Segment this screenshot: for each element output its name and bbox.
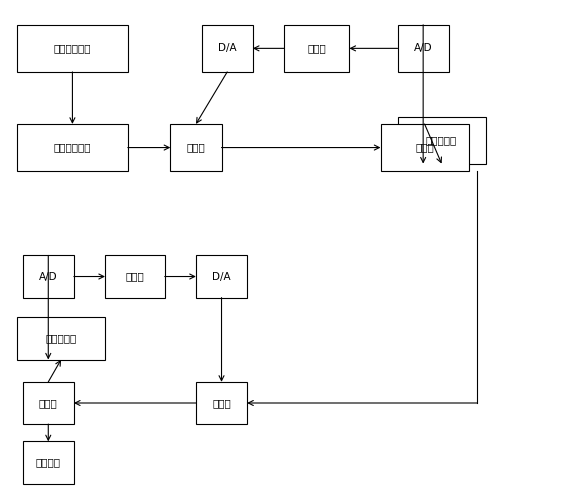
Bar bbox=[398, 25, 449, 72]
Bar bbox=[196, 382, 247, 424]
Text: 实验设备: 实验设备 bbox=[36, 457, 61, 468]
Bar bbox=[17, 124, 128, 171]
Text: A/D: A/D bbox=[39, 271, 57, 282]
Text: 伺服泵: 伺服泵 bbox=[212, 398, 231, 408]
Bar bbox=[284, 25, 349, 72]
Text: 计算机: 计算机 bbox=[126, 271, 144, 282]
Bar bbox=[105, 255, 165, 298]
Bar bbox=[17, 317, 105, 360]
Text: 压力传感器: 压力传感器 bbox=[45, 333, 77, 344]
Text: 储气罐: 储气罐 bbox=[39, 398, 58, 408]
Bar bbox=[23, 441, 74, 484]
Text: D/A: D/A bbox=[218, 43, 236, 54]
Text: A/D: A/D bbox=[414, 43, 432, 54]
Text: 伺服阀: 伺服阀 bbox=[186, 142, 206, 153]
Text: D/A: D/A bbox=[212, 271, 231, 282]
Text: 压力传感器: 压力传感器 bbox=[426, 135, 457, 145]
Bar bbox=[23, 255, 74, 298]
Bar bbox=[23, 382, 74, 424]
Text: 气源供给装置: 气源供给装置 bbox=[53, 43, 91, 54]
Bar bbox=[202, 25, 253, 72]
Bar bbox=[196, 255, 247, 298]
Bar bbox=[398, 117, 486, 164]
Text: 气体净化装置: 气体净化装置 bbox=[53, 142, 91, 153]
Text: 储气罐: 储气罐 bbox=[415, 142, 434, 153]
Text: 计算机: 计算机 bbox=[307, 43, 326, 54]
Bar bbox=[381, 124, 469, 171]
Bar bbox=[17, 25, 128, 72]
Bar bbox=[170, 124, 222, 171]
